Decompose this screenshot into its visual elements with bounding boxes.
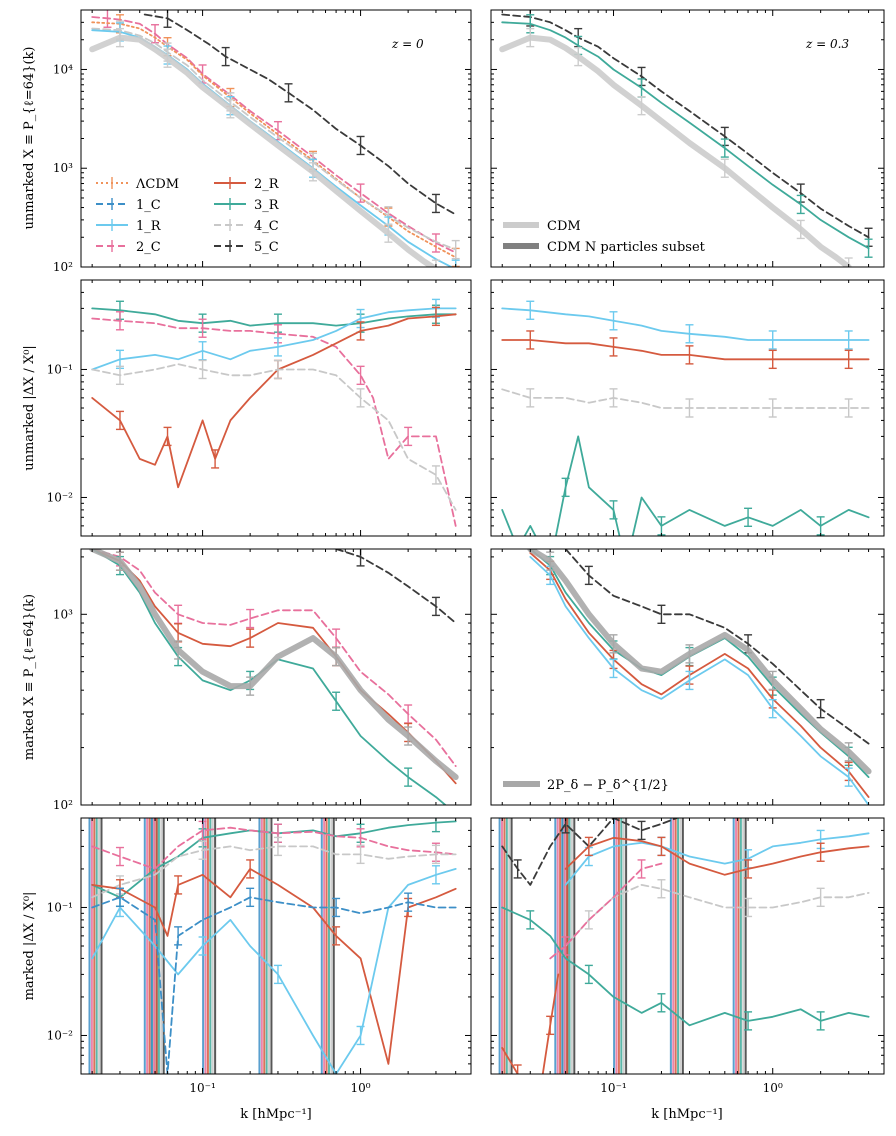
y-tick-label: 10⁴ — [53, 62, 73, 76]
legend-label-2R: 2_R — [254, 177, 280, 192]
ylabel-row3: marked X ≡ P_{ℓ=64}(k) — [22, 594, 37, 760]
series-2p-p-1-2- — [89, 549, 459, 781]
legend-models: ΛCDM 1_C 1_R 2_C 2_R 3_R 4_C 5_C — [96, 177, 280, 255]
panel-marked-power-z03 — [527, 549, 872, 805]
legend-label-CDM: CDM — [547, 219, 581, 234]
series-cdm — [89, 34, 439, 267]
axes-frame — [80, 548, 472, 806]
y-tick-label: 10² — [53, 260, 73, 274]
x-tick-label: 10⁻¹ — [600, 1081, 626, 1095]
legend-label-1C: 1_C — [136, 198, 161, 213]
x-tick-label: 10⁰ — [351, 1081, 371, 1095]
legend-marked-label: 2P_δ − P_δ^{1/2} — [547, 778, 669, 793]
legend-label-LCDM: ΛCDM — [135, 177, 179, 192]
series-2-c — [91, 16, 457, 254]
legend-label-5C: 5_C — [254, 240, 279, 255]
legend-label-4C: 4_C — [254, 219, 279, 234]
xlabel-right: k [hMpc⁻¹] — [651, 1107, 723, 1122]
x-tick-label: 10⁻¹ — [189, 1081, 215, 1095]
series-5-c — [501, 818, 678, 886]
series-5-c — [335, 549, 457, 624]
series-5-c — [501, 13, 870, 239]
legend-label-3R: 3_R — [254, 198, 280, 213]
y-tick-label: 10⁻¹ — [47, 900, 73, 914]
panel-marked-ratio-z0 — [88, 818, 457, 1074]
axes-frame — [490, 548, 885, 806]
series-2-c — [91, 317, 457, 527]
series-3-r — [501, 21, 870, 250]
panel-marked-power-z0 — [89, 549, 459, 805]
panel-unmarked-power-z03 — [499, 10, 873, 267]
column-label-z03: z = 0.3 — [805, 37, 849, 51]
ylabel-row4: marked |ΔX / X⁰| — [22, 892, 37, 1001]
series-2-r — [91, 313, 457, 489]
series-3-r — [501, 906, 870, 1027]
legend-marked: 2P_δ − P_δ^{1/2} — [503, 778, 669, 793]
panel-unmarked-power-z0 — [89, 10, 460, 267]
y-tick-label: 10⁻¹ — [47, 362, 73, 376]
series-2-c — [549, 862, 663, 960]
panel-unmarked-ratio-z03 — [501, 300, 870, 536]
y-tick-label: 10² — [53, 798, 73, 812]
legend-reference: CDM CDM N particles subset — [503, 219, 706, 255]
y-tick-label: 10⁻² — [47, 1028, 74, 1042]
legend-label-1R: 1_R — [136, 219, 162, 234]
series-1-c — [91, 896, 457, 1074]
series-cdm — [499, 34, 852, 267]
series-2-r — [91, 549, 457, 785]
panel-unmarked-ratio-z0 — [91, 298, 457, 527]
legend-label-CDM_subset: CDM N particles subset — [547, 240, 706, 255]
series-4-c — [91, 27, 457, 251]
series-2-r — [91, 868, 457, 1065]
series-3-r — [501, 435, 870, 536]
legend-label-2C: 2_C — [136, 240, 161, 255]
ylabel-row2: unmarked |ΔX / X⁰| — [22, 345, 37, 471]
panel-marked-ratio-z03 — [498, 818, 870, 1074]
xlabel-left: k [hMpc⁻¹] — [240, 1107, 312, 1122]
column-label-z0: z = 0 — [391, 37, 424, 51]
ylabel-row1: unmarked X ≡ P_{ℓ=64}(k) — [22, 47, 37, 230]
y-tick-label: 10³ — [53, 161, 73, 175]
series--cdm — [91, 21, 457, 259]
y-tick-label: 10⁻² — [47, 490, 74, 504]
y-tick-label: 10³ — [53, 607, 73, 621]
series-2-c — [91, 549, 457, 767]
axes-layer: 10² 10³ 10⁴ 10⁻² 10⁻¹ 10² 10³ 10⁻² 10⁻¹ 10⁻¹ 10⁰ 10… — [47, 9, 885, 1095]
x-tick-label: 10⁰ — [763, 1081, 783, 1095]
